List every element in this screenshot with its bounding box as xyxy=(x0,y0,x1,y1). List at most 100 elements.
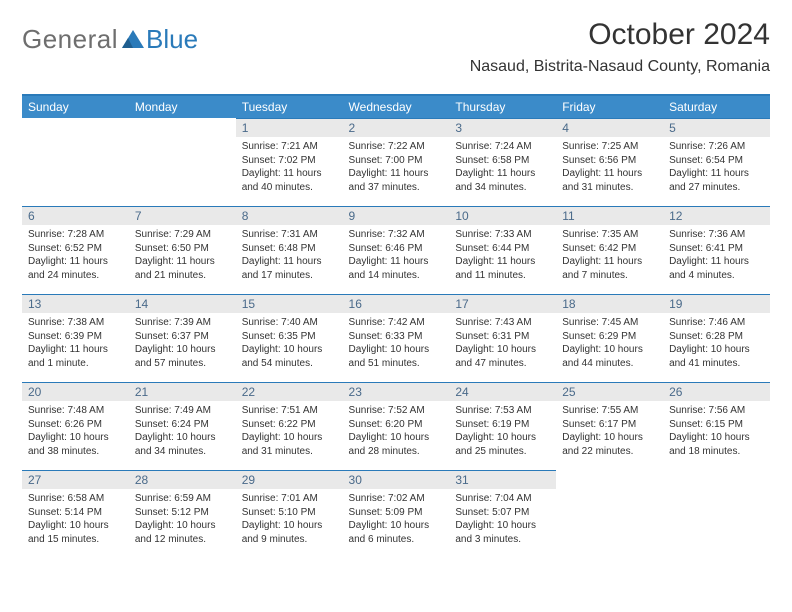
daylight-text: Daylight: 11 hours and 37 minutes. xyxy=(349,167,444,194)
weekday-header-row: Sunday Monday Tuesday Wednesday Thursday… xyxy=(22,96,770,118)
daylight-text: Daylight: 11 hours and 40 minutes. xyxy=(242,167,337,194)
sunrise-text: Sunrise: 7:25 AM xyxy=(562,140,657,154)
daylight-text: Daylight: 10 hours and 28 minutes. xyxy=(349,431,444,458)
sunrise-text: Sunrise: 7:26 AM xyxy=(669,140,764,154)
weekday-header: Sunday xyxy=(22,96,129,118)
daylight-text: Daylight: 10 hours and 15 minutes. xyxy=(28,519,123,546)
daylight-text: Daylight: 11 hours and 21 minutes. xyxy=(135,255,230,282)
calendar-cell: 29Sunrise: 7:01 AMSunset: 5:10 PMDayligh… xyxy=(236,470,343,558)
calendar-cell: 28Sunrise: 6:59 AMSunset: 5:12 PMDayligh… xyxy=(129,470,236,558)
day-body: Sunrise: 7:43 AMSunset: 6:31 PMDaylight:… xyxy=(449,313,556,374)
sunrise-text: Sunrise: 7:35 AM xyxy=(562,228,657,242)
sunrise-text: Sunrise: 7:48 AM xyxy=(28,404,123,418)
calendar-week-row: 20Sunrise: 7:48 AMSunset: 6:26 PMDayligh… xyxy=(22,382,770,470)
sunset-text: Sunset: 6:24 PM xyxy=(135,418,230,432)
day-number: 6 xyxy=(22,206,129,225)
daylight-text: Daylight: 11 hours and 31 minutes. xyxy=(562,167,657,194)
calendar-cell: 19Sunrise: 7:46 AMSunset: 6:28 PMDayligh… xyxy=(663,294,770,382)
weekday-header: Monday xyxy=(129,96,236,118)
daylight-text: Daylight: 11 hours and 4 minutes. xyxy=(669,255,764,282)
calendar-cell: 12Sunrise: 7:36 AMSunset: 6:41 PMDayligh… xyxy=(663,206,770,294)
daylight-text: Daylight: 11 hours and 17 minutes. xyxy=(242,255,337,282)
calendar-cell: 18Sunrise: 7:45 AMSunset: 6:29 PMDayligh… xyxy=(556,294,663,382)
sunset-text: Sunset: 6:58 PM xyxy=(455,154,550,168)
sunset-text: Sunset: 6:52 PM xyxy=(28,242,123,256)
calendar-cell: 24Sunrise: 7:53 AMSunset: 6:19 PMDayligh… xyxy=(449,382,556,470)
day-body: Sunrise: 7:31 AMSunset: 6:48 PMDaylight:… xyxy=(236,225,343,286)
sunset-text: Sunset: 6:19 PM xyxy=(455,418,550,432)
sunrise-text: Sunrise: 7:52 AM xyxy=(349,404,444,418)
daylight-text: Daylight: 10 hours and 47 minutes. xyxy=(455,343,550,370)
sunrise-text: Sunrise: 7:01 AM xyxy=(242,492,337,506)
daylight-text: Daylight: 11 hours and 24 minutes. xyxy=(28,255,123,282)
sunset-text: Sunset: 6:17 PM xyxy=(562,418,657,432)
day-body: Sunrise: 7:29 AMSunset: 6:50 PMDaylight:… xyxy=(129,225,236,286)
day-body: Sunrise: 7:04 AMSunset: 5:07 PMDaylight:… xyxy=(449,489,556,550)
weekday-header: Tuesday xyxy=(236,96,343,118)
daylight-text: Daylight: 10 hours and 12 minutes. xyxy=(135,519,230,546)
sunrise-text: Sunrise: 7:31 AM xyxy=(242,228,337,242)
daylight-text: Daylight: 10 hours and 3 minutes. xyxy=(455,519,550,546)
sunrise-text: Sunrise: 7:46 AM xyxy=(669,316,764,330)
daylight-text: Daylight: 10 hours and 38 minutes. xyxy=(28,431,123,458)
sunset-text: Sunset: 6:56 PM xyxy=(562,154,657,168)
calendar-cell: 10Sunrise: 7:33 AMSunset: 6:44 PMDayligh… xyxy=(449,206,556,294)
sunrise-text: Sunrise: 7:55 AM xyxy=(562,404,657,418)
day-body: Sunrise: 7:02 AMSunset: 5:09 PMDaylight:… xyxy=(343,489,450,550)
daylight-text: Daylight: 10 hours and 9 minutes. xyxy=(242,519,337,546)
sunset-text: Sunset: 6:26 PM xyxy=(28,418,123,432)
logo-mark-icon xyxy=(122,30,144,53)
calendar-cell: 16Sunrise: 7:42 AMSunset: 6:33 PMDayligh… xyxy=(343,294,450,382)
day-body: Sunrise: 7:36 AMSunset: 6:41 PMDaylight:… xyxy=(663,225,770,286)
calendar-cell xyxy=(129,118,236,206)
logo-text-general: General xyxy=(22,24,118,55)
calendar-cell: 1Sunrise: 7:21 AMSunset: 7:02 PMDaylight… xyxy=(236,118,343,206)
day-number: 8 xyxy=(236,206,343,225)
logo-text-blue: Blue xyxy=(146,24,198,55)
day-body: Sunrise: 7:26 AMSunset: 6:54 PMDaylight:… xyxy=(663,137,770,198)
calendar-cell xyxy=(663,470,770,558)
calendar-table: Sunday Monday Tuesday Wednesday Thursday… xyxy=(22,96,770,558)
calendar-cell: 22Sunrise: 7:51 AMSunset: 6:22 PMDayligh… xyxy=(236,382,343,470)
weekday-header: Thursday xyxy=(449,96,556,118)
day-number: 2 xyxy=(343,118,450,137)
day-number: 27 xyxy=(22,470,129,489)
day-body: Sunrise: 7:21 AMSunset: 7:02 PMDaylight:… xyxy=(236,137,343,198)
day-number: 3 xyxy=(449,118,556,137)
calendar-cell: 13Sunrise: 7:38 AMSunset: 6:39 PMDayligh… xyxy=(22,294,129,382)
day-body: Sunrise: 7:28 AMSunset: 6:52 PMDaylight:… xyxy=(22,225,129,286)
sunset-text: Sunset: 6:33 PM xyxy=(349,330,444,344)
sunset-text: Sunset: 6:46 PM xyxy=(349,242,444,256)
day-body: Sunrise: 7:40 AMSunset: 6:35 PMDaylight:… xyxy=(236,313,343,374)
calendar-week-row: 27Sunrise: 6:58 AMSunset: 5:14 PMDayligh… xyxy=(22,470,770,558)
day-number: 15 xyxy=(236,294,343,313)
day-body: Sunrise: 7:22 AMSunset: 7:00 PMDaylight:… xyxy=(343,137,450,198)
daylight-text: Daylight: 10 hours and 54 minutes. xyxy=(242,343,337,370)
sunrise-text: Sunrise: 7:38 AM xyxy=(28,316,123,330)
day-body: Sunrise: 7:55 AMSunset: 6:17 PMDaylight:… xyxy=(556,401,663,462)
sunset-text: Sunset: 6:20 PM xyxy=(349,418,444,432)
daylight-text: Daylight: 10 hours and 34 minutes. xyxy=(135,431,230,458)
calendar-cell: 23Sunrise: 7:52 AMSunset: 6:20 PMDayligh… xyxy=(343,382,450,470)
calendar-week-row: 1Sunrise: 7:21 AMSunset: 7:02 PMDaylight… xyxy=(22,118,770,206)
day-number: 22 xyxy=(236,382,343,401)
calendar-cell: 25Sunrise: 7:55 AMSunset: 6:17 PMDayligh… xyxy=(556,382,663,470)
daylight-text: Daylight: 11 hours and 7 minutes. xyxy=(562,255,657,282)
day-number: 14 xyxy=(129,294,236,313)
sunrise-text: Sunrise: 7:29 AM xyxy=(135,228,230,242)
calendar-cell: 31Sunrise: 7:04 AMSunset: 5:07 PMDayligh… xyxy=(449,470,556,558)
day-body: Sunrise: 7:49 AMSunset: 6:24 PMDaylight:… xyxy=(129,401,236,462)
sunrise-text: Sunrise: 7:33 AM xyxy=(455,228,550,242)
day-body: Sunrise: 6:58 AMSunset: 5:14 PMDaylight:… xyxy=(22,489,129,550)
daylight-text: Daylight: 10 hours and 51 minutes. xyxy=(349,343,444,370)
sunset-text: Sunset: 6:15 PM xyxy=(669,418,764,432)
sunset-text: Sunset: 5:12 PM xyxy=(135,506,230,520)
day-body: Sunrise: 7:24 AMSunset: 6:58 PMDaylight:… xyxy=(449,137,556,198)
sunset-text: Sunset: 6:50 PM xyxy=(135,242,230,256)
title-block: October 2024 Nasaud, Bistrita-Nasaud Cou… xyxy=(470,18,770,76)
day-number: 18 xyxy=(556,294,663,313)
sunrise-text: Sunrise: 7:51 AM xyxy=(242,404,337,418)
daylight-text: Daylight: 10 hours and 41 minutes. xyxy=(669,343,764,370)
calendar-cell: 30Sunrise: 7:02 AMSunset: 5:09 PMDayligh… xyxy=(343,470,450,558)
day-body: Sunrise: 7:56 AMSunset: 6:15 PMDaylight:… xyxy=(663,401,770,462)
